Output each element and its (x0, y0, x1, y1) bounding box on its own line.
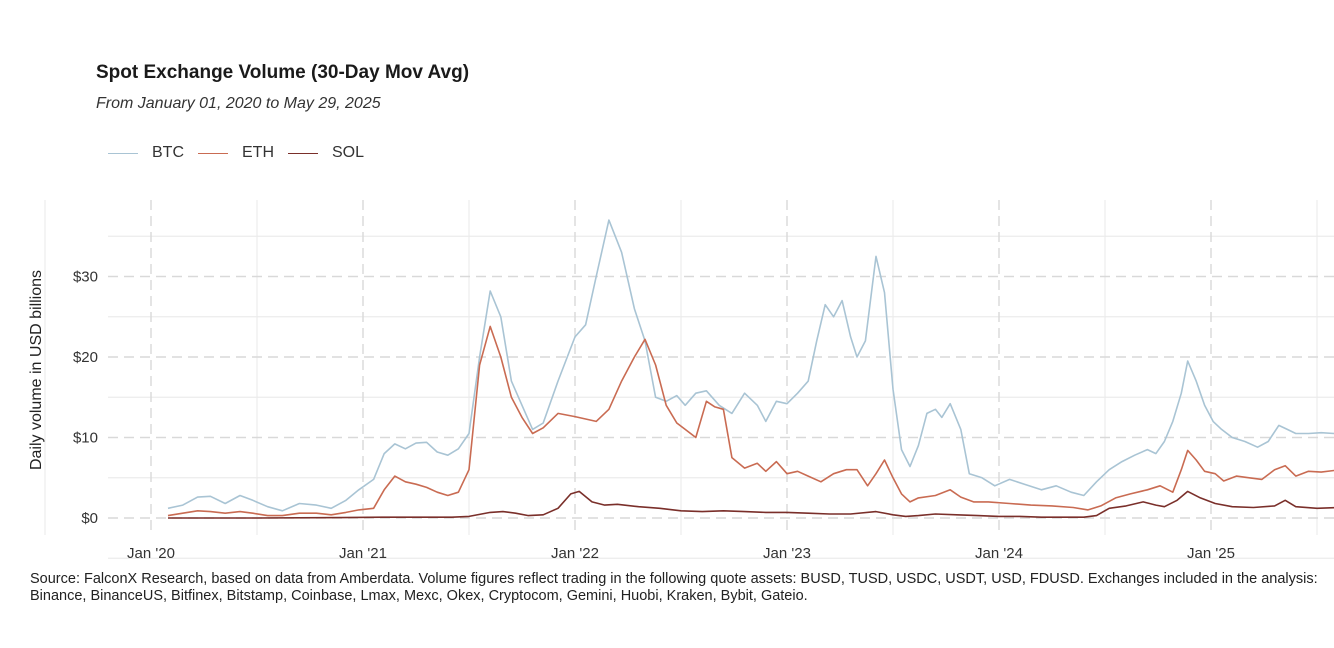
legend-swatch-btc (108, 152, 138, 154)
y-tick-label: $10 (73, 430, 98, 447)
legend-item-sol: SOL (288, 144, 364, 162)
x-tick-label: Jan '24 (975, 545, 1023, 562)
series-lines (167, 219, 1334, 519)
y-tick-label: $20 (73, 349, 98, 366)
x-tick-label: Jan '23 (763, 545, 811, 562)
legend-item-btc: BTC (108, 144, 184, 162)
series-line-btc (167, 219, 1334, 512)
legend-label-sol: SOL (332, 144, 365, 161)
chart-title: Spot Exchange Volume (30-Day Mov Avg) (96, 62, 470, 83)
legend-swatch-sol (288, 152, 318, 154)
legend-label-eth: ETH (242, 144, 274, 161)
legend-label-btc: BTC (152, 144, 184, 161)
y-tick-label: $0 (81, 510, 98, 527)
x-tick-label: Jan '21 (339, 545, 387, 562)
series-line-sol (168, 490, 1334, 519)
gridlines (44, 200, 1334, 559)
x-axis-ticks: Jan '20 Jan '21 Jan '22 Jan '23 Jan '24 Jan '… (127, 545, 1235, 562)
x-tick-label: Jan '20 (127, 545, 175, 562)
y-axis-ticks: $0 $10 $20 $30 (73, 269, 98, 528)
series-line-eth (167, 325, 1334, 517)
source-footnote: Source: FalconX Research, based on data … (30, 571, 1318, 604)
legend-swatch-eth (198, 152, 228, 154)
legend-item-eth: ETH (198, 144, 274, 162)
chart-subtitle: From January 01, 2020 to May 29, 2025 (96, 95, 381, 112)
x-tick-label: Jan '22 (551, 545, 599, 562)
legend: BTC ETH SOL (108, 144, 378, 162)
y-tick-label: $30 (73, 269, 98, 286)
x-tick-label: Jan '25 (1187, 545, 1235, 562)
